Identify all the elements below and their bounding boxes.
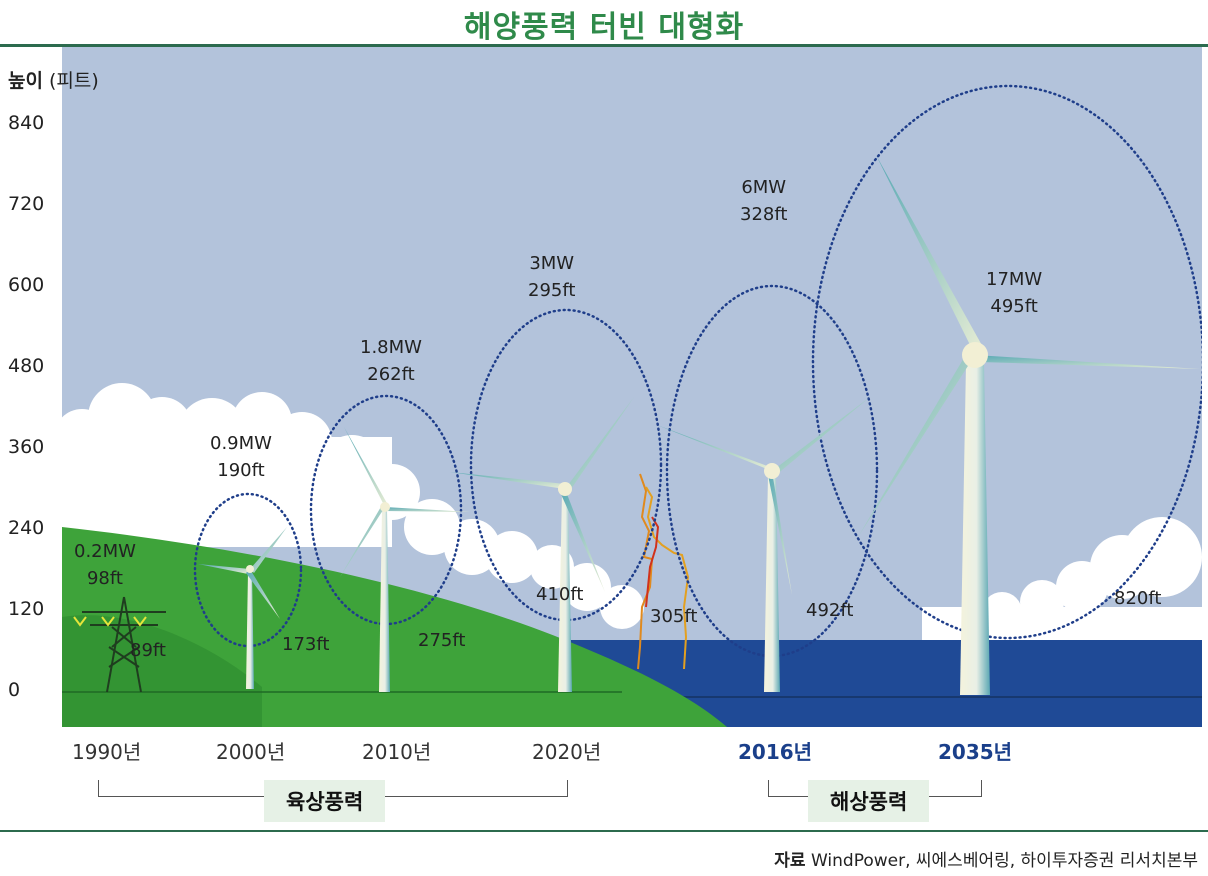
power-label: 0.9MW [210, 433, 272, 454]
bottom-divider [0, 830, 1208, 832]
year-1990: 1990년 [72, 740, 142, 764]
turbine-2016 [657, 397, 870, 692]
y-axis-title: 높이 (피트) [8, 66, 99, 93]
turbine-label-1990: 0.2MW 98ft [74, 538, 136, 592]
power-label: 3MW [529, 253, 575, 274]
source-text: WindPower, 씨에스베어링, 하이투자증권 리서치본부 [810, 851, 1198, 871]
power-label: 0.2MW [74, 541, 136, 562]
height-label-2000: 173ft [282, 634, 330, 655]
source-note: 자료 WindPower, 씨에스베어링, 하이투자증권 리서치본부 [774, 846, 1198, 871]
power-label: 1.8MW [360, 337, 422, 358]
height-label-1990: 89ft [130, 640, 166, 661]
offshore-group-label: 해상풍력 [808, 780, 930, 822]
y-axis-label: 높이 [8, 70, 43, 92]
y-tick-0: 0 [8, 679, 21, 701]
rotor-label: 495ft [990, 296, 1038, 317]
clouds [62, 383, 1202, 647]
height-label-statue: 305ft [650, 606, 698, 627]
height-label-2016: 492ft [806, 600, 854, 621]
turbine-2010 [340, 427, 470, 692]
year-2020: 2020년 [532, 740, 602, 764]
height-label-2035: 820ft [1114, 588, 1162, 609]
y-axis-unit: (피트) [49, 70, 99, 92]
y-tick-240: 240 [8, 517, 45, 539]
turbine-label-2035: 17MW 495ft [986, 266, 1042, 320]
rotor-label: 328ft [740, 204, 788, 225]
pylon-1990 [73, 596, 166, 693]
height-label-2010: 275ft [418, 630, 466, 651]
rotor-label: 190ft [217, 460, 265, 481]
rotor-label: 98ft [86, 568, 123, 589]
statue-of-liberty [637, 473, 690, 670]
source-label: 자료 [774, 851, 806, 871]
height-label-2020: 410ft [536, 584, 584, 605]
turbine-label-2020: 3MW 295ft [528, 250, 575, 304]
y-tick-120: 120 [8, 598, 45, 620]
rotor-label: 262ft [367, 364, 415, 385]
y-tick-720: 720 [8, 193, 45, 215]
onshore-group-label: 육상풍력 [264, 780, 386, 822]
title-divider [0, 44, 1208, 47]
turbine-2000 [198, 527, 287, 689]
turbine-label-2000: 0.9MW 190ft [210, 430, 272, 484]
turbine-2035 [858, 155, 1200, 695]
rotor-label: 295ft [528, 280, 576, 301]
year-2035: 2035년 [938, 740, 1013, 764]
wind-turbine-illustration [62, 47, 1202, 727]
turbine-label-2016: 6MW 328ft [740, 174, 787, 228]
year-2010: 2010년 [362, 740, 432, 764]
y-tick-600: 600 [8, 274, 45, 296]
y-tick-480: 480 [8, 355, 45, 377]
power-label: 6MW [741, 177, 787, 198]
turbine-label-2010: 1.8MW 262ft [360, 334, 422, 388]
year-2000: 2000년 [216, 740, 286, 764]
year-2016: 2016년 [738, 740, 813, 764]
chart-title: 해양풍력 터빈 대형화 [463, 10, 745, 45]
power-label: 17MW [986, 269, 1043, 290]
turbine-2020 [450, 397, 634, 692]
y-tick-360: 360 [8, 436, 45, 458]
y-tick-840: 840 [8, 112, 45, 134]
